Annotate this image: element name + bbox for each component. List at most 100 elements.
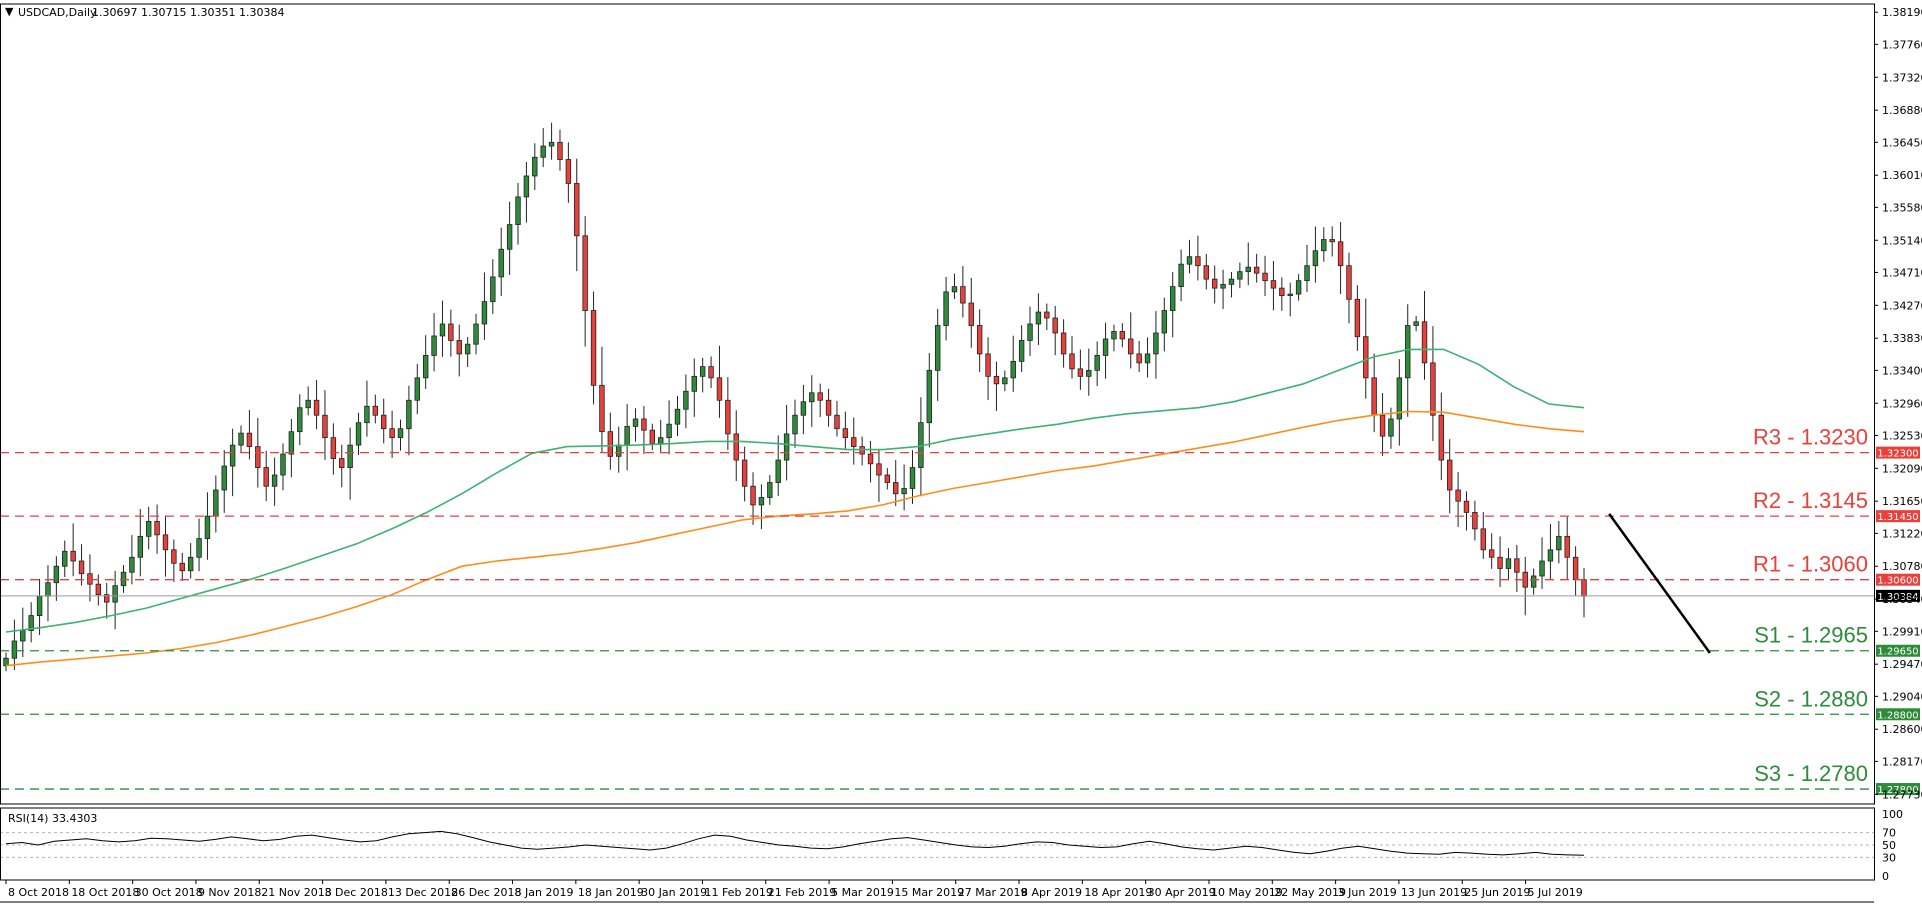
candle bbox=[406, 385, 412, 456]
candle bbox=[53, 556, 60, 601]
level-badge-text: 1.32300 bbox=[1877, 449, 1918, 460]
candle bbox=[11, 619, 18, 670]
candle bbox=[271, 457, 278, 506]
candle bbox=[1530, 568, 1537, 595]
candle bbox=[1396, 359, 1403, 446]
candle bbox=[1321, 227, 1327, 262]
candle bbox=[691, 358, 697, 417]
candle bbox=[322, 390, 328, 460]
price-tick-label: 1.30340 bbox=[1882, 593, 1922, 606]
candle bbox=[1446, 439, 1453, 514]
candle bbox=[389, 410, 395, 458]
candle bbox=[473, 313, 479, 355]
price-tick-label: 1.34710 bbox=[1882, 266, 1922, 279]
candle bbox=[112, 570, 118, 630]
price-tick-label: 1.38190 bbox=[1882, 6, 1922, 19]
candle bbox=[414, 363, 420, 415]
candle bbox=[1128, 312, 1134, 369]
level-label-r3: R3 - 1.3230 bbox=[1753, 425, 1868, 450]
candle bbox=[1430, 326, 1436, 441]
candle bbox=[1010, 335, 1016, 392]
candle bbox=[1312, 226, 1319, 283]
level-label-s2: S2 - 1.2880 bbox=[1754, 686, 1868, 711]
date-tick-label: 8 Oct 2018 bbox=[8, 886, 69, 899]
candle bbox=[204, 492, 211, 560]
candle bbox=[246, 409, 253, 460]
rsi-tick-label: 100 bbox=[1882, 808, 1903, 821]
date-tick-label: 30 Oct 2018 bbox=[135, 886, 203, 899]
date-tick-label: 30 Apr 2019 bbox=[1148, 886, 1216, 899]
candle bbox=[1136, 340, 1142, 372]
candle bbox=[162, 516, 169, 577]
candle bbox=[1161, 297, 1168, 352]
header-dropdown-icon[interactable]: ▼ bbox=[5, 5, 14, 18]
candle bbox=[498, 227, 504, 297]
candle bbox=[1018, 325, 1025, 373]
candle bbox=[624, 404, 630, 471]
candle bbox=[397, 419, 404, 451]
candle bbox=[1295, 274, 1302, 301]
candle bbox=[381, 398, 387, 444]
candle bbox=[1245, 242, 1251, 286]
candle bbox=[263, 450, 269, 502]
candle bbox=[934, 308, 941, 401]
date-tick-label: 10 May 2019 bbox=[1211, 886, 1283, 899]
candle bbox=[1421, 290, 1428, 380]
chart-symbol: USDCAD,Daily bbox=[18, 6, 97, 19]
candle bbox=[540, 128, 546, 168]
date-tick-label: 11 Feb 2019 bbox=[704, 886, 772, 899]
candle bbox=[1514, 544, 1520, 592]
rsi-tick-label: 50 bbox=[1882, 839, 1896, 852]
candle bbox=[145, 506, 152, 550]
candle bbox=[305, 386, 311, 416]
level-label-r2: R2 - 1.3145 bbox=[1753, 488, 1868, 513]
candle bbox=[439, 300, 446, 357]
chart-ohlc: 1.30697 1.30715 1.30351 1.30384 bbox=[92, 6, 284, 19]
candle bbox=[339, 444, 345, 488]
candle bbox=[1111, 324, 1117, 352]
price-tick-label: 1.29040 bbox=[1882, 690, 1922, 703]
date-tick-label: 30 Jan 2019 bbox=[641, 886, 707, 899]
candle bbox=[859, 436, 865, 466]
level-badge-text: 1.31450 bbox=[1877, 512, 1918, 523]
candle bbox=[1354, 285, 1361, 351]
price-tick-label: 1.34270 bbox=[1882, 299, 1922, 312]
candle bbox=[666, 400, 672, 455]
date-tick-label: 5 Jul 2019 bbox=[1528, 886, 1583, 899]
candle bbox=[1069, 336, 1075, 379]
candle bbox=[901, 464, 907, 511]
candle bbox=[783, 404, 790, 481]
candle bbox=[1060, 319, 1067, 368]
candle bbox=[1027, 306, 1033, 356]
candle bbox=[968, 278, 974, 348]
candle bbox=[490, 259, 496, 314]
candle bbox=[1413, 316, 1419, 332]
candle bbox=[515, 182, 521, 245]
level-badge-text: 1.30600 bbox=[1877, 576, 1918, 587]
candle bbox=[1455, 471, 1461, 527]
level-badge-r2 bbox=[1876, 510, 1920, 523]
candle bbox=[1346, 252, 1352, 324]
trendline[interactable] bbox=[1608, 513, 1711, 654]
price-tick-label: 1.33400 bbox=[1882, 364, 1922, 377]
candle bbox=[1077, 349, 1084, 390]
candle bbox=[36, 578, 43, 635]
candle bbox=[1539, 537, 1545, 589]
price-tick-label: 1.36450 bbox=[1882, 136, 1922, 149]
candle bbox=[1472, 500, 1478, 541]
price-tick-label: 1.35140 bbox=[1882, 234, 1922, 247]
price-tick-label: 1.29910 bbox=[1882, 625, 1922, 638]
current-price-badge bbox=[1876, 589, 1920, 602]
candle bbox=[976, 309, 983, 373]
rsi-plot-frame bbox=[0, 807, 1875, 881]
candle bbox=[1044, 303, 1050, 331]
candle bbox=[129, 535, 135, 585]
price-tick-label: 1.28170 bbox=[1882, 755, 1922, 768]
candle bbox=[532, 143, 538, 190]
candles-group bbox=[3, 122, 1587, 672]
candle bbox=[1228, 272, 1235, 298]
level-label-s1: S1 - 1.2965 bbox=[1754, 623, 1868, 648]
rsi-header: RSI(14) 33.4303 bbox=[8, 812, 97, 825]
